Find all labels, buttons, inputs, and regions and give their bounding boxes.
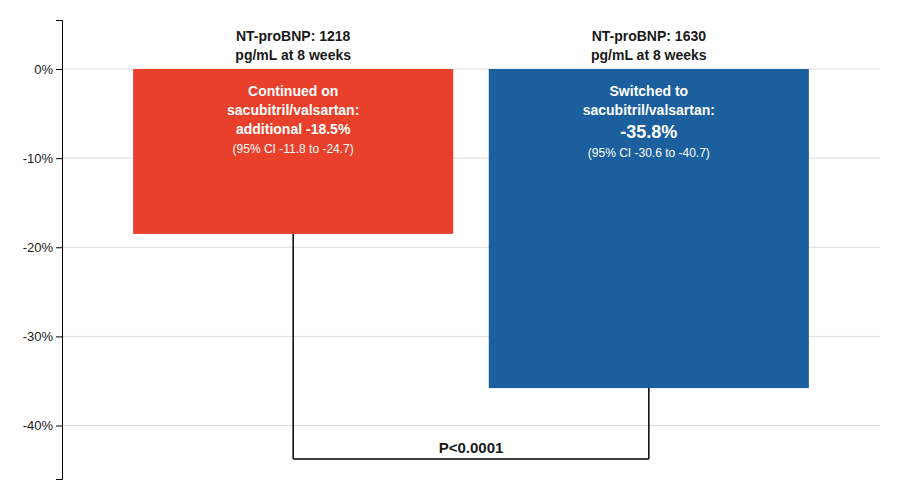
y-tick: -10%: [23, 151, 62, 166]
y-tick-label: 0%: [34, 62, 53, 77]
bar-label: additional -18.5%: [236, 121, 351, 137]
y-tick-mark: [56, 426, 62, 427]
bar: [133, 69, 453, 234]
bracket: [293, 234, 649, 459]
y-tick-label: -30%: [23, 329, 54, 344]
bracket-line: [292, 234, 294, 459]
bar-header: NT-proBNP: 1630: [592, 28, 707, 44]
bar-ci-label: (95% CI -30.6 to -40.7): [588, 146, 710, 160]
y-tick: -20%: [23, 240, 62, 255]
y-tick: -40%: [23, 418, 62, 433]
bar-label: Switched to: [610, 83, 689, 99]
bracket-line: [648, 388, 650, 459]
annotations: NT-proBNP: 1218 pg/mL at 8 weeks NT-proBNP…: [227, 28, 715, 456]
y-tick-label: -10%: [23, 151, 54, 166]
bracket-line: [293, 458, 649, 460]
grid-line: [62, 425, 880, 426]
y-tick-mark: [56, 247, 62, 248]
bar-ci-label: (95% CI -11.8 to -24.7): [233, 142, 354, 156]
plot: 0% -10% -20% -30% -40% NT-proBNP: 1218 pg/mL a…: [23, 21, 880, 480]
chart: 0% -10% -20% -30% -40% NT-proBNP: 1218 pg/mL a…: [0, 0, 900, 494]
bar-header: pg/mL at 8 weeks: [235, 47, 351, 63]
y-tick-mark: [56, 336, 62, 337]
bar-label: -35.8%: [620, 122, 677, 142]
y-tick: -30%: [23, 329, 62, 344]
y-tick: 0%: [34, 62, 62, 77]
y-tick-label: -40%: [23, 418, 54, 433]
y-tick-label: -20%: [23, 240, 54, 255]
y-tick-mark: [56, 158, 62, 159]
bar-label: Continued on: [248, 83, 338, 99]
bar-header: NT-proBNP: 1218: [236, 28, 351, 44]
y-axis: 0% -10% -20% -30% -40%: [23, 21, 63, 480]
bar-label: sacubitril/valsartan:: [583, 102, 715, 118]
p-value: P<0.0001: [439, 439, 504, 456]
bar-header: pg/mL at 8 weeks: [591, 47, 707, 63]
bar-label: sacubitril/valsartan:: [227, 102, 359, 118]
y-axis-line: [56, 21, 63, 480]
grid: [62, 69, 880, 426]
bar: [489, 69, 809, 388]
bars: [133, 69, 809, 388]
y-tick-mark: [56, 69, 62, 70]
